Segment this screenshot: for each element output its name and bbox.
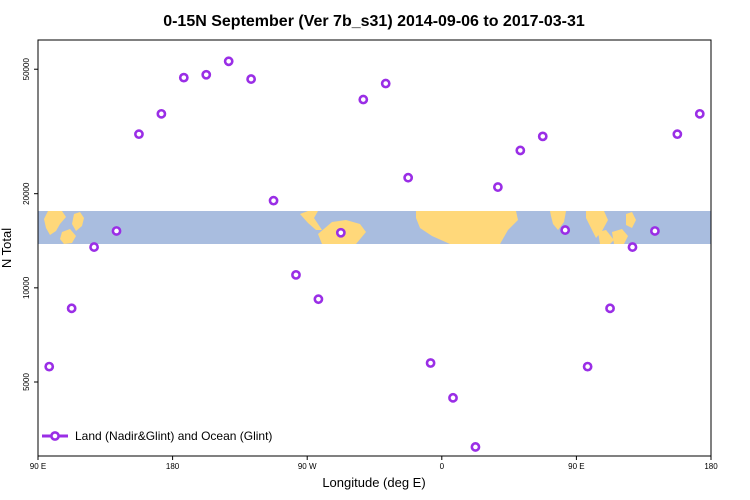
legend: Land (Nadir&Glint) and Ocean (Glint) <box>42 429 272 443</box>
data-point <box>291 270 301 280</box>
data-point <box>650 226 660 236</box>
y-tick-label: 5000 <box>22 373 31 391</box>
data-point <box>627 242 638 252</box>
data-point <box>268 195 279 206</box>
land-philippines-2 <box>626 212 636 228</box>
land-maritime-asia <box>44 211 66 235</box>
x-tick-label: 90 E <box>568 462 584 471</box>
x-tick-label: 90 E <box>30 462 46 471</box>
land-arabia <box>500 211 516 218</box>
data-point <box>605 303 615 314</box>
land-philippines <box>72 212 84 231</box>
data-point <box>134 129 144 140</box>
y-tick-label: 10000 <box>22 276 31 299</box>
data-point <box>582 361 593 372</box>
land-borneo <box>60 229 76 244</box>
legend-label: Land (Nadir&Glint) and Ocean (Glint) <box>75 429 272 443</box>
map-band <box>38 211 711 244</box>
y-tick-label: 50000 <box>22 58 31 81</box>
data-point <box>403 172 414 183</box>
data-point <box>313 294 324 305</box>
chart-title: 0-15N September (Ver 7b_s31) 2014-09-06 … <box>163 13 585 30</box>
data-point <box>425 358 436 368</box>
x-tick-label: 180 <box>166 462 180 471</box>
data-point <box>156 108 167 119</box>
land-central-america <box>300 211 322 230</box>
data-point <box>537 131 548 142</box>
y-tick-label: 20000 <box>22 182 31 205</box>
data-point <box>335 227 346 238</box>
data-point <box>89 242 99 252</box>
land-india <box>550 211 566 230</box>
data-point <box>111 226 122 236</box>
data-point <box>694 108 705 119</box>
x-axis: 90 E 180 90 W 0 90 E 180 <box>30 456 718 471</box>
data-point <box>560 225 571 235</box>
x-axis-label: Longitude (deg E) <box>322 475 425 490</box>
land-africa <box>416 211 518 244</box>
data-points <box>44 56 705 452</box>
y-axis-label: N Total <box>0 228 14 268</box>
x-tick-label: 0 <box>440 462 445 471</box>
x-tick-label: 90 W <box>298 462 317 471</box>
data-point <box>672 129 683 140</box>
y-axis: 5000 10000 20000 50000 <box>22 58 38 391</box>
land-borneo-2 <box>612 229 628 244</box>
data-point <box>246 74 257 84</box>
data-point <box>492 182 503 192</box>
data-point <box>66 303 77 314</box>
plot-frame <box>37 39 712 457</box>
data-point <box>201 69 212 80</box>
data-point <box>470 442 481 452</box>
data-point <box>515 145 526 156</box>
data-point <box>358 94 369 105</box>
land-indochina <box>586 211 608 238</box>
data-point <box>44 361 55 372</box>
legend-point-swatch <box>50 431 60 441</box>
x-tick-label: 180 <box>704 462 718 471</box>
land-malaysia <box>598 230 614 244</box>
data-point <box>380 78 391 89</box>
data-point <box>448 392 458 403</box>
data-point <box>178 72 189 83</box>
data-point <box>223 56 234 67</box>
